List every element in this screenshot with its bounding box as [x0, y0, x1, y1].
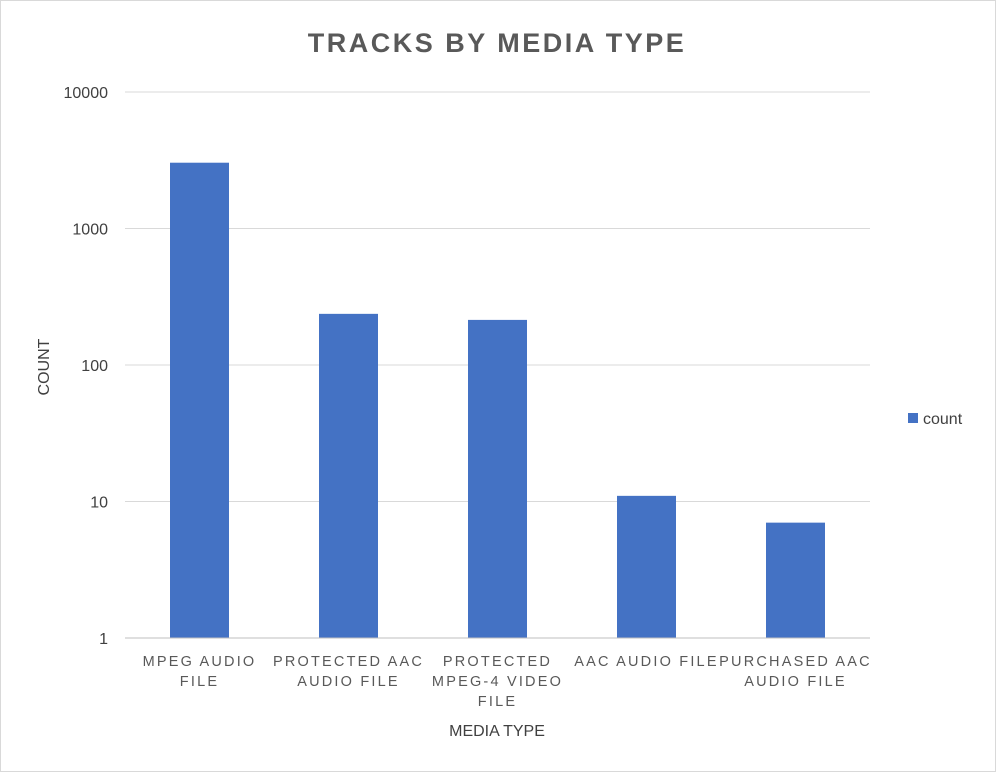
legend-label: count — [923, 411, 963, 428]
bar — [170, 162, 229, 638]
x-category-label: PROTECTED MPEG-4 VIDEO FILE — [432, 654, 563, 710]
x-category-label: MPEG AUDIO FILE — [143, 654, 257, 690]
x-axis-title: MEDIA TYPE — [449, 723, 545, 740]
y-tick-label: 10 — [90, 495, 108, 512]
y-tick-label: 1000 — [72, 222, 108, 239]
y-tick-label: 1 — [99, 631, 108, 648]
y-axis-title: COUNT — [36, 338, 53, 395]
y-axis-ticks: 1 10 100 1000 10000 — [64, 85, 109, 648]
bar — [617, 495, 676, 638]
x-axis-categories: MPEG AUDIO FILE PROTECTED AAC AUDIO FILEPRO… — [143, 654, 872, 710]
y-tick-label: 10000 — [64, 85, 109, 102]
x-category-label: PROTECTED AAC AUDIO FILE — [273, 654, 424, 690]
y-tick-label: 100 — [81, 358, 108, 375]
bar — [319, 313, 378, 638]
bars — [170, 162, 825, 638]
x-category-label: PURCHASED AAC AUDIO FILE — [719, 654, 872, 690]
legend: count — [908, 411, 963, 428]
x-category-label: AAC AUDIO FILE — [574, 654, 718, 670]
bar — [766, 522, 825, 638]
bar — [468, 319, 527, 638]
chart-title: TRACKS BY MEDIA TYPE — [308, 28, 687, 58]
legend-swatch — [908, 413, 918, 423]
